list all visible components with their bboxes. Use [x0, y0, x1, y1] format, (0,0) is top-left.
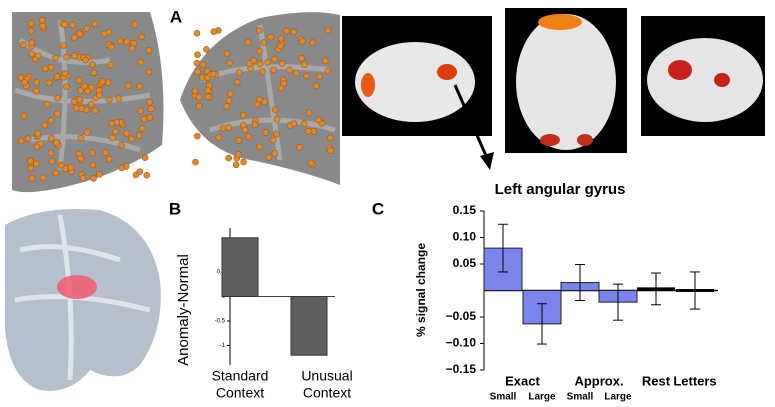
x-tick-label: Standard	[212, 368, 269, 384]
y-tick-label: 0.05	[453, 256, 477, 270]
figure: A B C Left angular gyrus Anomaly-Normal …	[0, 0, 775, 407]
y-tick-label: −0.10	[446, 336, 477, 350]
x-tick-label: Context	[216, 385, 264, 401]
y-axis-label: % signal change	[414, 243, 428, 337]
y-tick-label: -1	[220, 343, 226, 349]
brain-scans	[342, 8, 765, 170]
x-group-label: Rest	[642, 373, 671, 388]
x-tick-label: Context	[303, 385, 351, 401]
panel-label: A	[170, 7, 182, 26]
y-tick-label: −0.05	[446, 309, 477, 323]
bar	[222, 238, 258, 297]
x-sub-label: Large	[604, 392, 632, 403]
brain-lateral	[5, 209, 161, 391]
x-group-label: Letters	[673, 373, 716, 388]
chart-title: Left angular gyrus	[495, 181, 626, 198]
x-group-label: Approx.	[574, 373, 623, 388]
x-tick-label: Unusual	[301, 368, 352, 384]
y-axis-label: Anomaly-Normal	[175, 254, 192, 366]
y-tick-label: 0.10	[453, 230, 477, 244]
bar	[291, 297, 327, 356]
x-sub-label: Large	[528, 392, 556, 403]
y-tick-label: -0.5	[215, 319, 226, 325]
panel-label: B	[169, 199, 181, 218]
x-sub-label: Small	[490, 392, 517, 403]
y-tick-label: −0.15	[446, 362, 477, 376]
panel-label: C	[372, 199, 384, 218]
x-sub-label: Small	[567, 392, 594, 403]
x-group-label: Exact	[505, 373, 540, 388]
y-tick-label: 0.15	[453, 203, 477, 217]
